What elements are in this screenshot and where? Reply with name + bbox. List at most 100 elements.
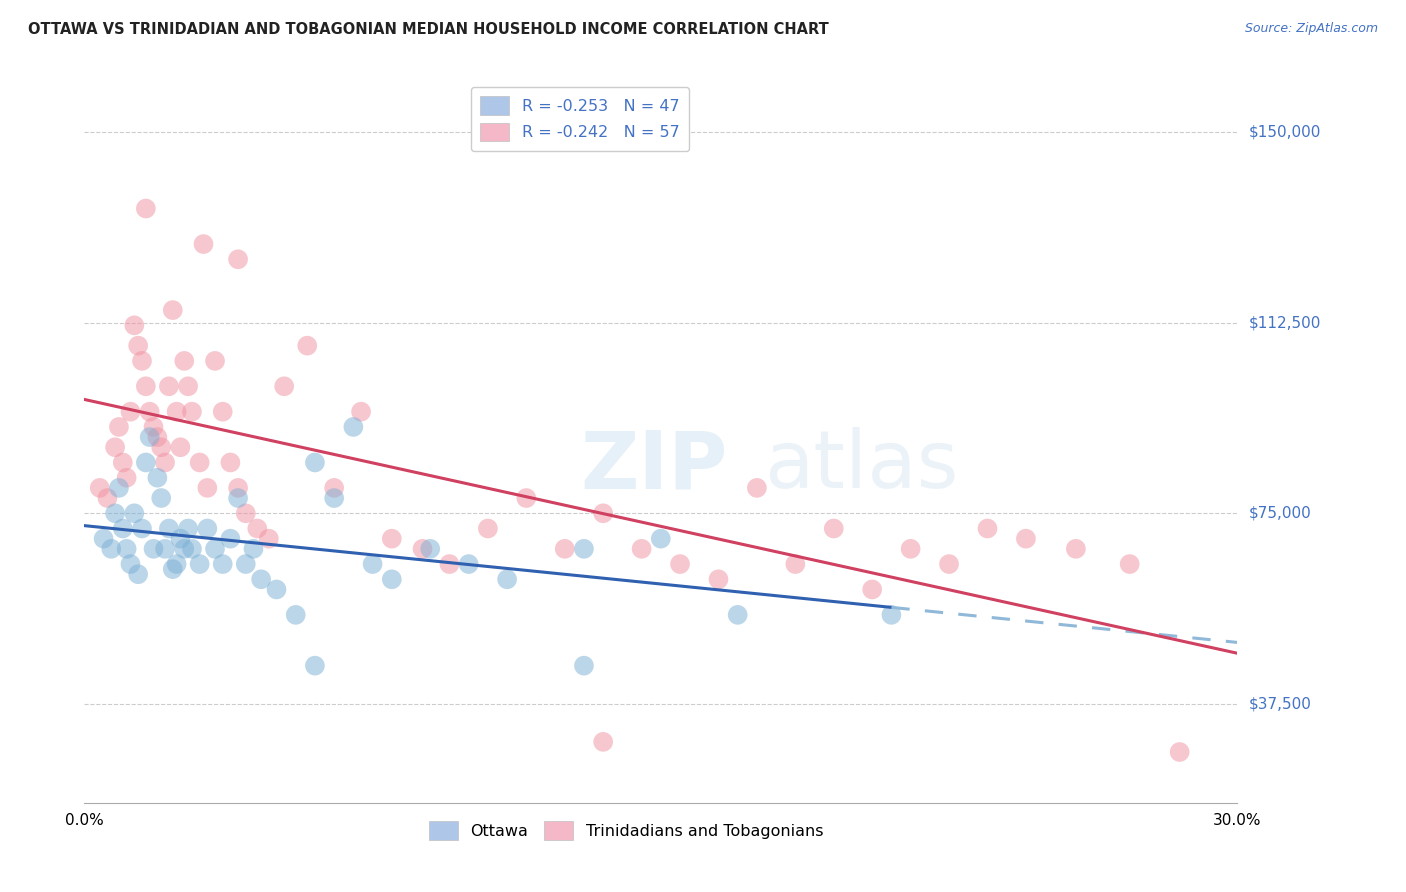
Point [419, 541, 441, 556]
Legend: Ottawa, Trinidadians and Tobagonians: Ottawa, Trinidadians and Tobagonians [423, 814, 830, 846]
Point [173, 354, 195, 368]
Point [242, 541, 264, 556]
Point [131, 521, 153, 535]
Point [173, 541, 195, 556]
Point [188, 455, 211, 469]
Point [412, 541, 434, 556]
Point [900, 541, 922, 556]
Point [246, 521, 269, 535]
Text: ZIP: ZIP [581, 427, 727, 506]
Point [124, 318, 146, 333]
Point [104, 440, 127, 454]
Text: OTTAWA VS TRINIDADIAN AND TOBAGONIAN MEDIAN HOUSEHOLD INCOME CORRELATION CHART: OTTAWA VS TRINIDADIAN AND TOBAGONIAN MED… [28, 22, 830, 37]
Point [142, 541, 165, 556]
Point [1118, 557, 1140, 571]
Text: atlas: atlas [765, 427, 959, 506]
Point [96, 491, 118, 505]
Point [976, 521, 998, 535]
Point [124, 506, 146, 520]
Point [630, 541, 652, 556]
Point [1015, 532, 1038, 546]
Text: $112,500: $112,500 [1249, 315, 1322, 330]
Point [142, 420, 165, 434]
Point [457, 557, 479, 571]
Point [669, 557, 692, 571]
Point [181, 405, 204, 419]
Point [120, 405, 142, 419]
Point [707, 572, 730, 586]
Point [104, 506, 127, 520]
Point [204, 354, 226, 368]
Point [297, 338, 319, 352]
Point [195, 481, 218, 495]
Point [135, 379, 157, 393]
Point [169, 440, 191, 454]
Point [880, 607, 903, 622]
Point [162, 562, 184, 576]
Point [592, 506, 614, 520]
Point [111, 521, 134, 535]
Point [108, 481, 131, 495]
Point [115, 471, 138, 485]
Point [323, 491, 346, 505]
Text: $37,500: $37,500 [1249, 697, 1312, 711]
Point [226, 252, 249, 267]
Point [169, 532, 191, 546]
Point [266, 582, 288, 597]
Point [211, 557, 233, 571]
Point [226, 491, 249, 505]
Point [727, 607, 749, 622]
Point [166, 557, 188, 571]
Point [111, 455, 134, 469]
Point [477, 521, 499, 535]
Point [938, 557, 960, 571]
Point [188, 557, 211, 571]
Point [146, 471, 169, 485]
Point [138, 430, 160, 444]
Point [89, 481, 111, 495]
Point [127, 567, 149, 582]
Point [342, 420, 364, 434]
Point [127, 338, 149, 352]
Point [219, 532, 242, 546]
Point [135, 202, 157, 216]
Point [257, 532, 280, 546]
Point [177, 379, 200, 393]
Point [177, 521, 200, 535]
Point [204, 541, 226, 556]
Point [195, 521, 218, 535]
Point [93, 532, 115, 546]
Point [304, 658, 326, 673]
Text: Source: ZipAtlas.com: Source: ZipAtlas.com [1244, 22, 1378, 36]
Point [153, 541, 176, 556]
Point [439, 557, 461, 571]
Point [250, 572, 273, 586]
Point [211, 405, 233, 419]
Point [108, 420, 131, 434]
Point [131, 354, 153, 368]
Point [100, 541, 122, 556]
Point [150, 491, 173, 505]
Point [219, 455, 242, 469]
Point [572, 541, 595, 556]
Point [323, 481, 346, 495]
Point [157, 379, 180, 393]
Point [193, 237, 215, 252]
Point [1168, 745, 1191, 759]
Point [496, 572, 519, 586]
Point [785, 557, 807, 571]
Point [235, 557, 257, 571]
Point [304, 455, 326, 469]
Point [235, 506, 257, 520]
Point [162, 303, 184, 318]
Point [1064, 541, 1087, 556]
Text: $75,000: $75,000 [1249, 506, 1312, 521]
Point [226, 481, 249, 495]
Point [572, 658, 595, 673]
Point [554, 541, 576, 556]
Point [515, 491, 537, 505]
Point [823, 521, 845, 535]
Point [135, 455, 157, 469]
Point [273, 379, 295, 393]
Point [650, 532, 672, 546]
